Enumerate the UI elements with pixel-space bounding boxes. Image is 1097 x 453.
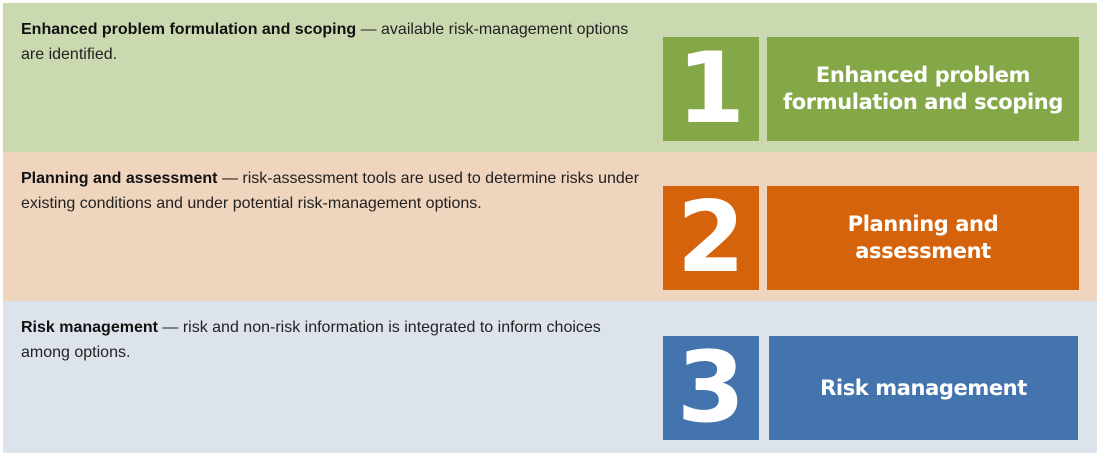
step-3-band: Risk management — risk and non-risk info… bbox=[3, 301, 1097, 453]
step-3-text: — risk and non-risk information is integ… bbox=[21, 319, 601, 361]
step-3-label-line-1: Risk management bbox=[820, 375, 1027, 400]
step-3-label-box: Risk management bbox=[769, 336, 1078, 440]
step-1-number: 1 bbox=[676, 32, 746, 146]
step-2-label-box: Planning and assessment bbox=[767, 186, 1079, 290]
step-2-label-line-1: Planning and assessment bbox=[847, 212, 999, 263]
step-3-number: 3 bbox=[676, 331, 746, 445]
step-1-text: — available risk-management options are … bbox=[21, 21, 629, 63]
step-1-label-line-1: Enhanced problem bbox=[815, 63, 1031, 87]
step-1-description: Enhanced problem formulation and scoping… bbox=[21, 17, 641, 67]
step-1-label-line-2: formulation and scoping bbox=[783, 90, 1063, 114]
step-1-title: Enhanced problem formulation and scoping bbox=[21, 21, 357, 38]
step-2-band: Planning and assessment — risk-assessmen… bbox=[3, 152, 1097, 301]
step-3-title: Risk management bbox=[21, 319, 158, 336]
step-1-band: Enhanced problem formulation and scoping… bbox=[3, 3, 1097, 152]
step-3-number-box: 3 bbox=[663, 336, 759, 440]
step-2-number-box: 2 bbox=[663, 186, 759, 290]
step-3-description: Risk management — risk and non-risk info… bbox=[21, 315, 641, 365]
step-2-description: Planning and assessment — risk-assessmen… bbox=[21, 166, 641, 216]
step-1-label-box: Enhanced problem formulation and scoping bbox=[767, 37, 1079, 141]
step-1-number-box: 1 bbox=[663, 37, 759, 141]
step-2-number: 2 bbox=[676, 181, 746, 295]
step-2-text: — risk-assessment tools are used to dete… bbox=[21, 170, 640, 212]
step-2-title: Planning and assessment bbox=[21, 170, 218, 187]
